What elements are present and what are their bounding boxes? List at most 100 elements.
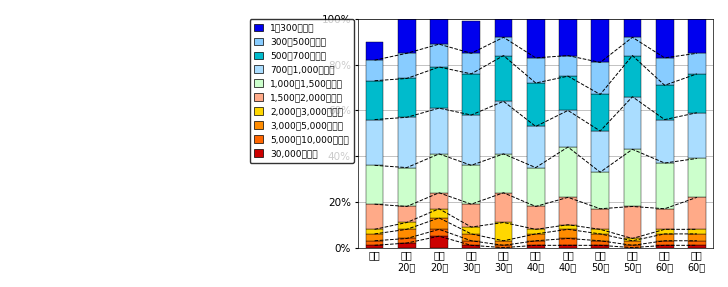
Bar <box>688 234 705 241</box>
Bar <box>494 222 513 241</box>
Bar <box>559 245 577 248</box>
Bar <box>365 165 384 204</box>
Bar <box>624 245 641 248</box>
Bar <box>688 229 705 234</box>
Bar <box>591 245 609 248</box>
Bar <box>624 241 641 245</box>
Bar <box>688 241 705 245</box>
Bar <box>430 236 448 248</box>
Bar <box>398 53 416 78</box>
Bar <box>688 245 705 248</box>
Bar <box>559 238 577 245</box>
Bar <box>656 19 673 58</box>
Bar <box>624 37 641 56</box>
Bar <box>527 206 545 229</box>
Bar <box>624 56 641 97</box>
Bar <box>624 19 641 37</box>
Bar <box>365 120 384 165</box>
Bar <box>656 120 673 163</box>
Bar <box>591 19 609 63</box>
Bar <box>591 131 609 172</box>
Bar <box>527 168 545 206</box>
Bar <box>591 94 609 131</box>
Bar <box>365 60 384 81</box>
Bar <box>494 56 513 101</box>
Bar <box>365 245 384 248</box>
Bar <box>398 243 416 248</box>
Bar <box>559 76 577 110</box>
Bar <box>365 234 384 241</box>
Bar <box>624 97 641 149</box>
Bar <box>688 113 705 158</box>
Bar <box>656 209 673 229</box>
Bar <box>656 229 673 234</box>
Bar <box>398 19 416 53</box>
Bar <box>430 229 448 236</box>
Bar <box>365 241 384 245</box>
Bar <box>462 115 480 165</box>
Bar <box>430 44 448 67</box>
Bar <box>527 83 545 127</box>
Bar <box>398 229 416 238</box>
Bar <box>462 165 480 204</box>
Bar <box>688 74 705 113</box>
Bar <box>559 225 577 229</box>
Bar <box>527 241 545 245</box>
Bar <box>656 245 673 248</box>
Bar <box>494 37 513 56</box>
Bar <box>656 58 673 85</box>
Bar <box>365 229 384 234</box>
Bar <box>591 229 609 234</box>
Bar <box>494 245 513 248</box>
Bar <box>591 209 609 229</box>
Bar <box>462 234 480 241</box>
Bar <box>527 58 545 83</box>
Bar <box>462 204 480 227</box>
Bar <box>430 19 448 44</box>
Bar <box>365 42 384 60</box>
Bar <box>688 19 705 53</box>
Bar <box>559 19 577 56</box>
Bar <box>462 74 480 115</box>
Bar <box>527 245 545 248</box>
Bar <box>398 206 416 222</box>
Bar <box>656 163 673 209</box>
Bar <box>462 241 480 245</box>
Bar <box>494 19 513 37</box>
Bar <box>559 110 577 147</box>
Bar <box>462 21 480 53</box>
Bar <box>430 209 448 218</box>
Bar <box>527 229 545 234</box>
Bar <box>527 127 545 168</box>
Bar <box>462 227 480 234</box>
Bar <box>430 154 448 193</box>
Bar <box>365 204 384 229</box>
Bar <box>559 197 577 225</box>
Bar <box>430 218 448 229</box>
Legend: 1～300円未満, 300～500円未満, 500～700円未満, 700～1,000円未満, 1,000～1,500円未満, 1,500～2,000円未満, : 1～300円未満, 300～500円未満, 500～700円未満, 700～1,… <box>250 19 354 163</box>
Bar <box>430 108 448 154</box>
Bar <box>398 117 416 168</box>
Bar <box>688 158 705 197</box>
Bar <box>527 234 545 241</box>
Bar <box>624 149 641 206</box>
Bar <box>591 172 609 209</box>
Bar <box>559 147 577 197</box>
Bar <box>398 222 416 229</box>
Bar <box>559 56 577 76</box>
Bar <box>591 241 609 245</box>
Bar <box>656 241 673 245</box>
Bar <box>462 53 480 74</box>
Bar <box>462 245 480 248</box>
Bar <box>624 206 641 238</box>
Bar <box>688 197 705 229</box>
Bar <box>398 78 416 117</box>
Bar <box>688 53 705 74</box>
Bar <box>494 193 513 222</box>
Bar <box>591 234 609 241</box>
Bar <box>398 238 416 243</box>
Bar <box>527 19 545 58</box>
Bar <box>398 168 416 206</box>
Bar <box>494 154 513 193</box>
Bar <box>624 238 641 241</box>
